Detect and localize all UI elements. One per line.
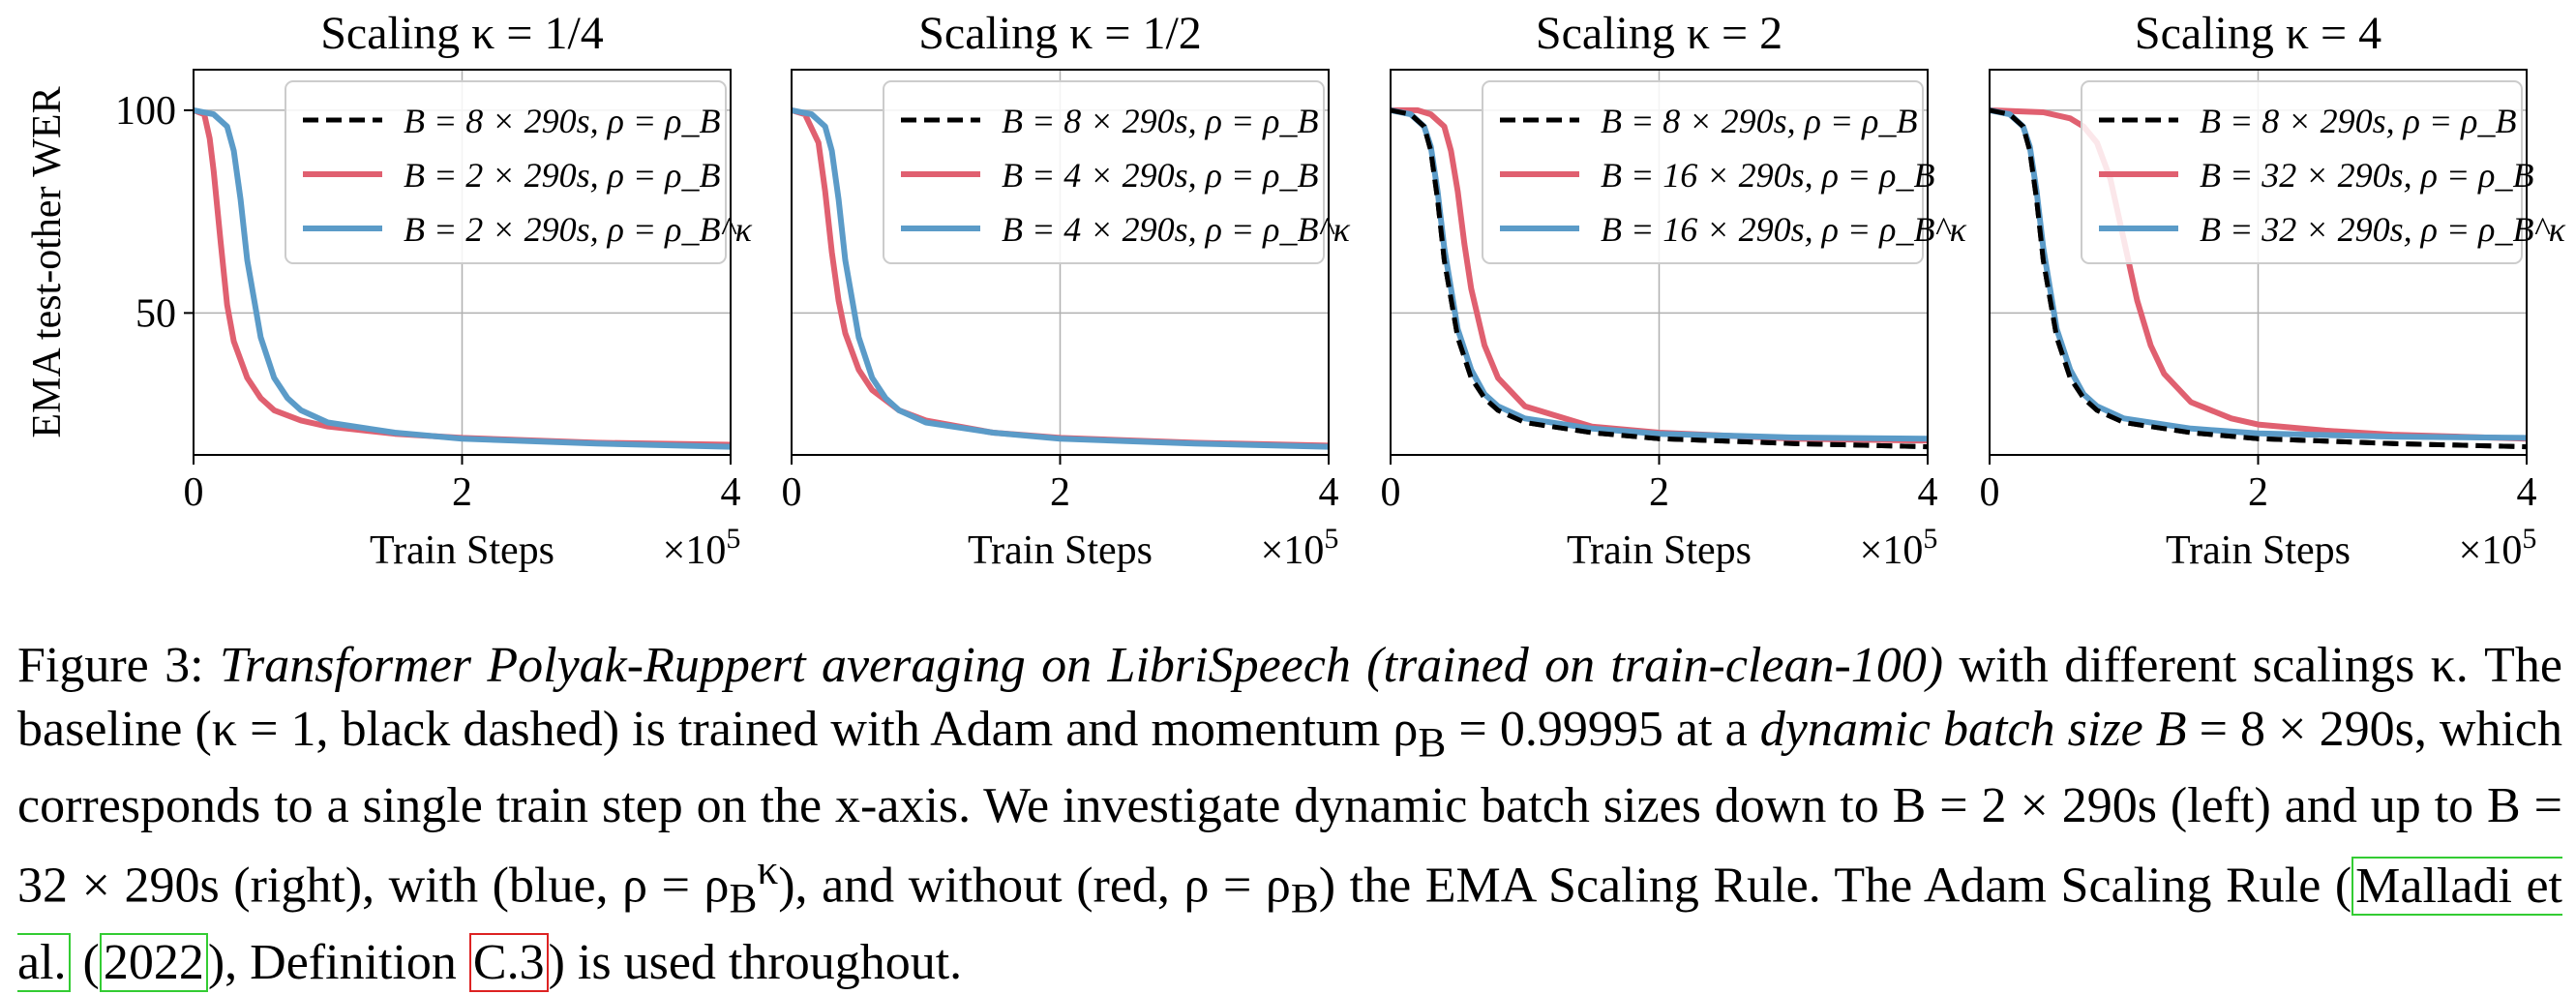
legend-label-3: B = 2 × 290s, ρ = ρ_B^κ <box>404 210 753 249</box>
legend-label-1: B = 8 × 290s, ρ = ρ_B <box>1002 102 1318 140</box>
series-line-3 <box>1989 106 2528 441</box>
series-line-baseline-overlay <box>1989 107 2528 450</box>
x-axis-multiplier: ×105 <box>1261 523 1339 573</box>
legend-box <box>883 80 1325 264</box>
y-axis-label: EMA test-other WER <box>25 86 70 437</box>
caption-text-2: = 0.99995 at a <box>1446 702 1760 757</box>
series-line-3 <box>193 106 732 450</box>
x-tick-label: 4 <box>2517 470 2537 515</box>
legend-label-2: B = 2 × 290s, ρ = ρ_B <box>404 156 720 195</box>
panel-title: Scaling κ = 1/4 <box>320 8 604 59</box>
caption-text-8: ) is used throughout. <box>548 935 963 991</box>
figure-panels: 0 2 4 50 100 Scaling κ = 1/4 Train Steps ×105 EM… <box>25 8 2566 573</box>
legend-label-2: B = 16 × 290s, ρ = ρ_B <box>1601 156 1934 195</box>
chart-panel-4: 0 2 4 Scaling κ = 4 Train Steps ×105 B = 8 × 2… <box>1980 8 2566 573</box>
series-line-2 <box>1989 106 2528 442</box>
x-tick-label: 2 <box>2248 470 2268 515</box>
legend-label-3: B = 4 × 290s, ρ = ρ_B^κ <box>1002 210 1351 249</box>
x-tick-label: 2 <box>1050 470 1070 515</box>
series-line-3 <box>791 106 1330 450</box>
legend-box <box>1482 80 1924 264</box>
panel-title: Scaling κ = 2 <box>1536 8 1782 59</box>
caption-sub-b: B <box>1418 719 1447 767</box>
figure-label: Figure 3: <box>17 638 204 693</box>
legend-label-1: B = 8 × 290s, ρ = ρ_B <box>404 102 720 140</box>
caption-sup-kappa: κ <box>757 847 779 894</box>
y-tick-label: 50 <box>135 291 176 336</box>
x-tick-label: 0 <box>1381 470 1401 515</box>
x-tick-label: 0 <box>1980 470 2000 515</box>
x-axis-multiplier: ×105 <box>663 523 741 573</box>
legend-label-3: B = 32 × 290s, ρ = ρ_B^κ <box>2200 210 2566 249</box>
chart-panel-2: 0 2 4 Scaling κ = 1/2 Train Steps ×105 B = 8 ×… <box>782 8 1351 573</box>
legend-label-1: B = 8 × 290s, ρ = ρ_B <box>1601 102 1917 140</box>
panel-title: Scaling κ = 1/2 <box>918 8 1202 59</box>
caption-text-4: ), and without (red, ρ = ρ <box>778 858 1291 914</box>
x-tick-label: 4 <box>721 470 741 515</box>
series-line-baseline-overlay <box>1390 107 1929 450</box>
chart-panel-1: 0 2 4 50 100 Scaling κ = 1/4 Train Steps ×105 EM… <box>25 8 753 573</box>
caption-text-5: ) the EMA Scaling Rule. The Adam Scaling… <box>1318 858 2352 914</box>
panel-title: Scaling κ = 4 <box>2135 8 2381 59</box>
caption-dynamic-batch: dynamic batch size B <box>1759 702 2187 757</box>
x-axis-multiplier: ×105 <box>2459 523 2537 573</box>
legend-box <box>2081 80 2523 264</box>
x-tick-label: 2 <box>1649 470 1669 515</box>
y-tick-label: 100 <box>115 89 176 134</box>
chart-panel-3: 0 2 4 Scaling κ = 2 Train Steps ×105 B = 8 × 2… <box>1381 8 1967 573</box>
legend-label-2: B = 32 × 290s, ρ = ρ_B <box>2200 156 2533 195</box>
caption-text-7: ), Definition <box>207 935 469 991</box>
figure-caption: Figure 3: Transformer Polyak-Ruppert ave… <box>17 634 2562 995</box>
x-tick-label: 0 <box>782 470 802 515</box>
x-axis-label: Train Steps <box>370 528 554 573</box>
caption-title: Transformer Polyak-Ruppert averaging on … <box>219 638 1944 693</box>
legend-label-1: B = 8 × 290s, ρ = ρ_B <box>2200 102 2516 140</box>
caption-paragraph: Figure 3: Transformer Polyak-Ruppert ave… <box>17 634 2562 995</box>
x-tick-label: 2 <box>452 470 472 515</box>
x-axis-label: Train Steps <box>968 528 1153 573</box>
x-tick-label: 4 <box>1319 470 1339 515</box>
legend-label-2: B = 4 × 290s, ρ = ρ_B <box>1002 156 1318 195</box>
caption-sub-b-2: B <box>729 876 758 923</box>
legend-label-3: B = 16 × 290s, ρ = ρ_B^κ <box>1601 210 1967 249</box>
x-tick-label: 0 <box>184 470 204 515</box>
series-line-3 <box>1390 106 1929 442</box>
caption-text-6: ( <box>70 935 100 991</box>
x-axis-label: Train Steps <box>2166 528 2351 573</box>
x-axis-multiplier: ×105 <box>1860 523 1938 573</box>
citation-year-link[interactable]: 2022 <box>99 933 208 993</box>
legend-box <box>285 80 727 264</box>
caption-sub-b-3: B <box>1290 876 1319 923</box>
caption-text-1: with different scalings κ. The baseline … <box>17 638 2563 757</box>
caption-text-3: = 8 × 290s, which corresponds to a singl… <box>17 702 2563 914</box>
definition-ref-link[interactable]: C.3 <box>468 933 549 993</box>
x-tick-label: 4 <box>1918 470 1938 515</box>
x-axis-label: Train Steps <box>1567 528 1752 573</box>
